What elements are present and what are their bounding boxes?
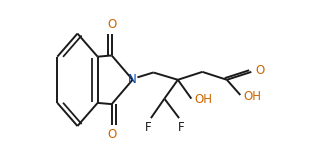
Text: F: F [178,121,184,134]
Text: N: N [128,73,137,86]
Text: O: O [107,128,116,141]
Text: OH: OH [243,90,261,103]
Text: OH: OH [194,93,212,106]
Text: O: O [107,18,116,31]
Text: O: O [256,64,265,77]
Text: F: F [145,121,151,134]
